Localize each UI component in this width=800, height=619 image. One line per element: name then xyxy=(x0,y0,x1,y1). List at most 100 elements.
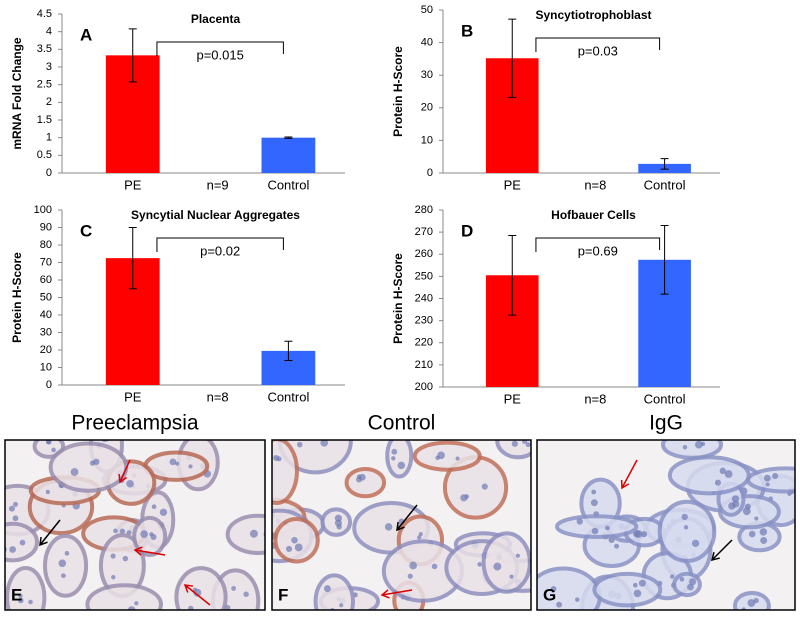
nucleus xyxy=(45,440,52,445)
arrow xyxy=(184,584,211,606)
nucleus xyxy=(742,507,751,516)
nucleus xyxy=(356,474,362,480)
nucleus xyxy=(747,599,756,607)
nucleus xyxy=(556,601,563,608)
nucleus xyxy=(273,455,280,462)
chart-title: Hofbauer Cells xyxy=(551,208,636,222)
nucleus xyxy=(748,530,756,538)
nucleus xyxy=(437,451,445,460)
p-value: p=0.03 xyxy=(578,43,618,58)
villus xyxy=(672,571,702,598)
nucleus xyxy=(149,532,154,537)
nucleus xyxy=(732,500,740,508)
nucleus xyxy=(391,448,398,455)
y-axis-label: Protein H-Score xyxy=(391,46,405,137)
nucleus xyxy=(110,553,116,559)
villus xyxy=(746,466,795,494)
nucleus xyxy=(140,530,148,538)
error-bar xyxy=(128,227,137,290)
nucleus xyxy=(687,583,694,591)
nucleus xyxy=(294,543,303,552)
panel-label: C xyxy=(80,221,92,240)
nucleus xyxy=(689,578,697,586)
y-tick-label: 230 xyxy=(415,315,433,327)
villus xyxy=(225,513,265,555)
arrow-head xyxy=(183,584,194,593)
y-tick-label: 100 xyxy=(34,204,52,216)
nucleus xyxy=(111,575,116,580)
y-tick-label: 4 xyxy=(46,26,52,38)
panel-label: A xyxy=(80,25,92,44)
p-value: p=0.69 xyxy=(578,243,618,258)
significance-bracket xyxy=(535,237,661,252)
panel-label: B xyxy=(461,21,473,40)
micrograph-border xyxy=(271,439,532,611)
nucleus xyxy=(679,576,685,582)
villus xyxy=(42,533,89,598)
nucleus xyxy=(243,591,249,597)
nucleus xyxy=(417,535,422,540)
micrograph-title: IgG xyxy=(649,412,683,435)
nucleus xyxy=(123,611,130,618)
nucleus xyxy=(51,447,56,453)
nucleus xyxy=(669,574,675,579)
error-bar xyxy=(508,234,517,316)
nucleus xyxy=(169,458,177,466)
nucleus xyxy=(126,479,134,488)
nucleus xyxy=(765,482,770,487)
nucleus xyxy=(683,525,689,530)
nucleus xyxy=(334,519,342,527)
y-tick-label: 0 xyxy=(427,167,433,179)
x-tick-label: PE xyxy=(504,391,522,406)
x-tick-label: Control xyxy=(267,177,309,192)
arrow-head xyxy=(710,552,720,562)
nucleus xyxy=(119,528,126,534)
arrow-head xyxy=(396,521,405,532)
nucleus xyxy=(515,553,521,558)
villus xyxy=(537,566,602,610)
nucleus xyxy=(134,601,139,606)
villus xyxy=(412,440,482,472)
nucleus xyxy=(418,532,423,537)
nucleus xyxy=(339,603,344,608)
arrow-head xyxy=(39,536,48,547)
nucleus xyxy=(608,611,616,619)
nucleus xyxy=(763,474,771,482)
micrograph xyxy=(5,440,265,618)
error-bar xyxy=(508,18,517,98)
y-tick-label: 240 xyxy=(415,292,433,304)
villus xyxy=(272,440,299,506)
y-tick-label: 0.5 xyxy=(37,149,52,161)
x-tick-label: Control xyxy=(644,391,686,406)
panel-label: G xyxy=(543,585,556,604)
nucleus xyxy=(550,586,557,592)
y-tick-label: 30 xyxy=(40,326,52,338)
nucleus xyxy=(719,467,726,475)
nucleus xyxy=(295,431,301,437)
panel-label: D xyxy=(461,221,473,240)
nucleus xyxy=(9,546,16,553)
nucleus xyxy=(8,505,15,512)
nucleus xyxy=(334,514,342,522)
n-label: n=9 xyxy=(207,177,229,192)
y-tick-label: 280 xyxy=(415,204,433,216)
y-axis-label: Protein H-Score xyxy=(391,253,405,344)
y-tick-label: 10 xyxy=(40,361,52,373)
nucleus xyxy=(691,539,700,547)
nucleus xyxy=(122,555,129,562)
nucleus xyxy=(151,504,157,509)
nucleus xyxy=(19,539,26,546)
nucleus xyxy=(323,585,331,593)
error-bar xyxy=(660,224,669,295)
nucleus xyxy=(113,528,118,534)
nucleus xyxy=(285,545,293,552)
y-tick-label: 0 xyxy=(46,167,52,179)
nucleus xyxy=(754,516,759,521)
micrograph-title: Control xyxy=(368,412,436,435)
chart-title: Syncytiotrophoblast xyxy=(535,8,651,22)
y-tick-label: 210 xyxy=(415,359,433,371)
nucleus xyxy=(188,464,193,469)
nucleus xyxy=(614,543,620,549)
nucleus xyxy=(61,573,66,579)
